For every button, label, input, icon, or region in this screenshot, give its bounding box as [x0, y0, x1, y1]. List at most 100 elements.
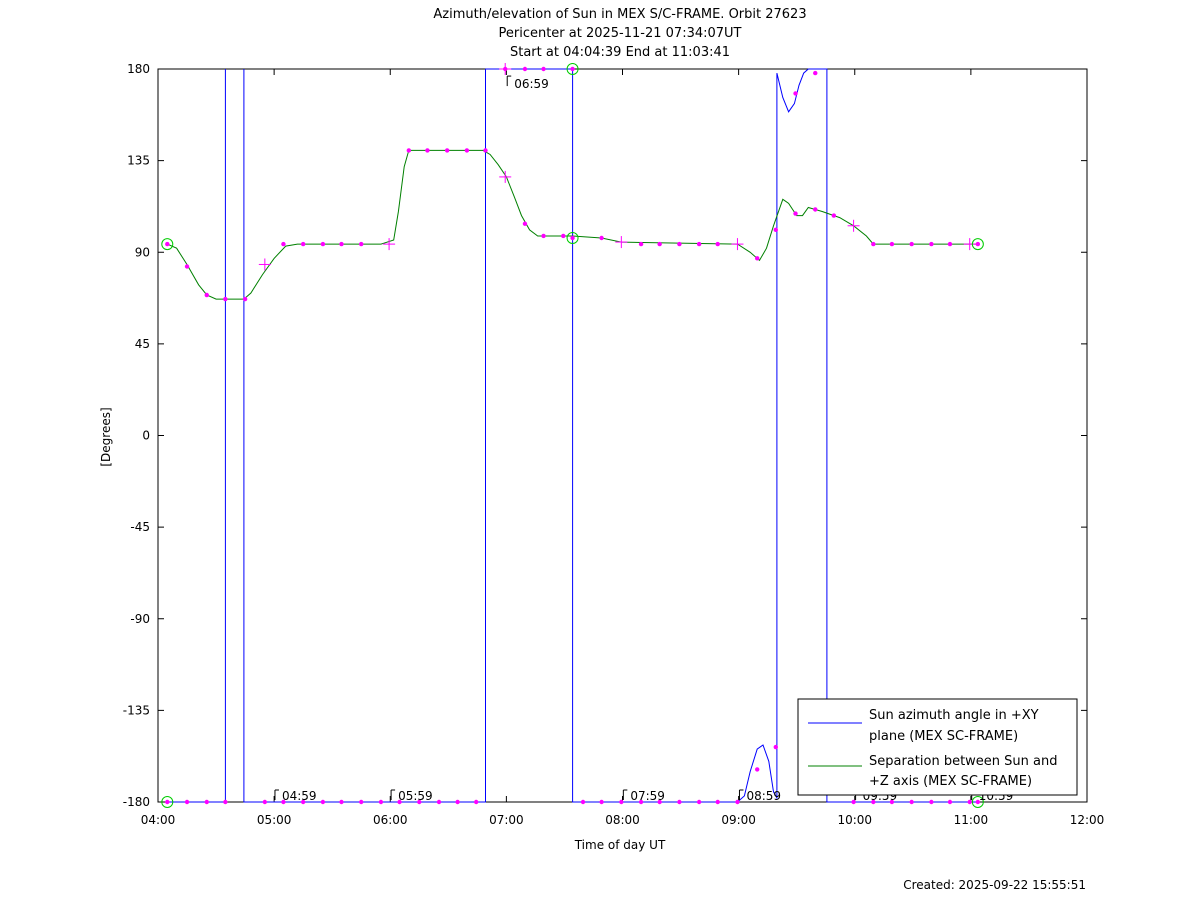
- series-layer: [167, 68, 978, 803]
- series-line-0: [243, 69, 486, 803]
- hour-mark-label: 07:59: [630, 789, 665, 803]
- data-point-0: [436, 799, 442, 805]
- hour-plus-marker: [258, 258, 271, 271]
- data-point-1: [657, 241, 662, 247]
- data-point-1: [715, 241, 720, 247]
- legend-label-azimuth-1: Sun azimuth angle in +XY: [869, 708, 1039, 723]
- data-point-1: [281, 241, 286, 247]
- data-point-0: [599, 799, 604, 805]
- data-point-0: [359, 799, 364, 805]
- data-point-0: [638, 799, 644, 805]
- data-point-0: [929, 799, 934, 805]
- data-point-1: [561, 233, 566, 239]
- data-point-0: [455, 799, 460, 805]
- data-point-1: [522, 221, 528, 226]
- y-tick-label: 45: [135, 337, 150, 351]
- y-axis-label: [Degrees]: [99, 407, 113, 466]
- marker-layer: [161, 63, 984, 808]
- data-point-0: [851, 799, 856, 805]
- data-point-1: [677, 241, 682, 247]
- data-point-0: [909, 799, 914, 805]
- series-line-0: [485, 68, 978, 803]
- x-tick-label: 04:00: [141, 813, 176, 827]
- y-tick-label: 180: [127, 62, 150, 76]
- data-point-0: [300, 799, 306, 805]
- x-tick-label: 09:00: [721, 813, 756, 827]
- data-point-0: [947, 799, 953, 805]
- data-point-0: [165, 799, 170, 805]
- data-point-0: [677, 799, 682, 805]
- data-point-0: [580, 799, 586, 805]
- data-point-0: [793, 91, 798, 96]
- data-point-0: [417, 799, 422, 805]
- data-point-0: [262, 799, 268, 805]
- x-tick-label: 08:00: [605, 813, 640, 827]
- data-point-0: [204, 799, 209, 805]
- y-tick-label: 0: [142, 429, 150, 443]
- event-circle-marker: [161, 238, 174, 251]
- data-point-0: [223, 799, 228, 805]
- data-point-0: [339, 799, 344, 805]
- chart-subtitle-pericenter: Pericenter at 2025-11-21 07:34:07UT: [498, 26, 741, 41]
- data-point-1: [638, 241, 644, 247]
- data-point-0: [967, 799, 972, 805]
- y-tick-label: -180: [123, 795, 150, 809]
- data-point-0: [813, 70, 818, 76]
- legend-label-separation-2: +Z axis (MEX SC-FRAME): [869, 774, 1032, 789]
- data-point-1: [871, 241, 876, 247]
- y-tick-label: -45: [130, 520, 150, 534]
- data-point-0: [889, 799, 895, 805]
- series-line-1: [167, 149, 978, 300]
- x-axis-label: Time of day UT: [574, 838, 666, 852]
- data-point-0: [522, 66, 528, 72]
- data-point-1: [464, 148, 470, 153]
- event-circle-marker: [566, 231, 579, 244]
- data-point-1: [570, 235, 575, 241]
- x-tick-label: 05:00: [257, 813, 292, 827]
- chart-subtitle-start-end: Start at 04:04:39 End at 11:03:41: [510, 45, 730, 60]
- data-point-1: [223, 296, 228, 302]
- data-point-0: [715, 799, 720, 805]
- data-point-1: [359, 241, 364, 247]
- hour-mark-label: 05:59: [398, 789, 433, 803]
- data-point-1: [406, 148, 412, 153]
- data-point-0: [755, 767, 760, 772]
- legend-label-azimuth-2: plane (MEX SC-FRAME): [869, 729, 1018, 744]
- data-point-0: [696, 799, 702, 805]
- hour-mark-label: 08:59: [746, 789, 781, 803]
- legend-label-separation-1: Separation between Sun and: [869, 754, 1057, 769]
- created-timestamp: Created: 2025-09-22 15:55:51: [903, 878, 1086, 892]
- data-point-0: [619, 799, 624, 805]
- event-circle-marker: [971, 238, 984, 251]
- data-point-1: [696, 241, 702, 247]
- data-point-0: [871, 799, 876, 805]
- data-point-1: [339, 241, 344, 247]
- plot-frame: [157, 68, 1088, 803]
- data-point-0: [378, 799, 384, 805]
- x-tick-label: 07:00: [489, 813, 524, 827]
- y-tick-label: -90: [130, 612, 150, 626]
- data-point-1: [831, 213, 837, 218]
- y-tick-label: 90: [135, 245, 150, 259]
- data-point-1: [320, 241, 326, 247]
- data-point-0: [320, 799, 326, 805]
- data-point-1: [793, 211, 798, 216]
- data-point-0: [570, 66, 575, 72]
- data-point-0: [281, 799, 286, 805]
- data-point-0: [473, 799, 479, 805]
- data-point-0: [541, 66, 546, 72]
- data-point-1: [773, 227, 778, 233]
- data-point-1: [889, 241, 895, 247]
- data-point-1: [599, 235, 604, 241]
- data-point-1: [300, 241, 306, 247]
- hour-mark-label: 06:59: [514, 77, 549, 91]
- hour-plus-marker: [499, 63, 512, 75]
- data-point-1: [184, 264, 190, 269]
- data-point-1: [541, 233, 546, 239]
- data-point-0: [773, 744, 778, 750]
- hour-plus-marker: [383, 238, 396, 251]
- data-point-0: [397, 799, 402, 805]
- event-circle-marker: [566, 63, 579, 75]
- x-tick-label: 12:00: [1070, 813, 1105, 827]
